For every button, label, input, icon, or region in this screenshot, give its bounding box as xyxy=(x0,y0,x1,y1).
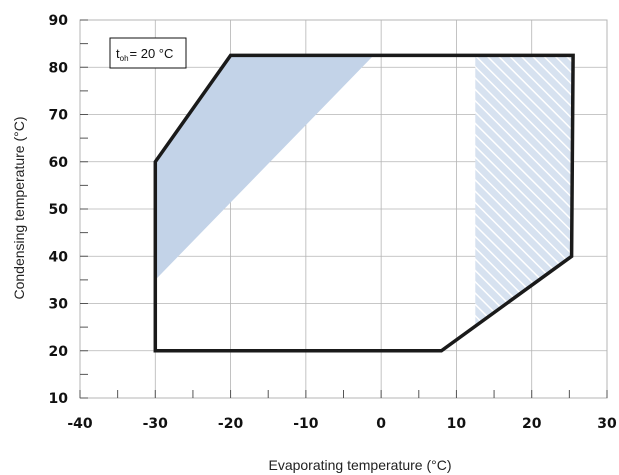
annotation-subscript: oh xyxy=(120,54,129,63)
x-tick-label: 10 xyxy=(447,416,467,432)
x-tick-label: -40 xyxy=(67,416,93,432)
y-tick-label: 40 xyxy=(49,249,69,265)
annotation-box: toh= 20 °C xyxy=(109,37,187,69)
y-tick-label: 70 xyxy=(49,108,69,124)
y-tick-label: 80 xyxy=(49,60,69,76)
y-axis-title: Condensing temperature (°C) xyxy=(11,116,27,299)
annotation-prefix: t xyxy=(116,46,120,61)
x-tick-label: 30 xyxy=(597,416,617,432)
x-tick-label: -30 xyxy=(143,416,169,432)
x-tick-label: -10 xyxy=(293,416,319,432)
y-tick-label: 60 xyxy=(49,155,69,171)
y-tick-label: 50 xyxy=(49,202,69,218)
y-tick-label: 20 xyxy=(49,344,69,360)
operating-envelope-line xyxy=(153,53,575,353)
shaded-region xyxy=(155,55,374,280)
annotation-value: = 20 °C xyxy=(130,46,174,61)
annotation-text: toh= 20 °C xyxy=(116,46,173,63)
x-tick-label: -20 xyxy=(218,416,244,432)
y-tick-label: 30 xyxy=(49,297,69,313)
hatched-region xyxy=(475,55,574,328)
x-axis-title: Evaporating temperature (°C) xyxy=(268,457,451,473)
x-tick-label: 20 xyxy=(522,416,542,432)
y-tick-label: 10 xyxy=(49,391,69,407)
axis-ticks: -40 -30 -20 -10 0 10 20 30 10 20 30 40 50 60 70 80 90 xyxy=(49,13,617,432)
y-tick-label: 90 xyxy=(49,13,69,29)
x-tick-label: 0 xyxy=(376,416,386,432)
